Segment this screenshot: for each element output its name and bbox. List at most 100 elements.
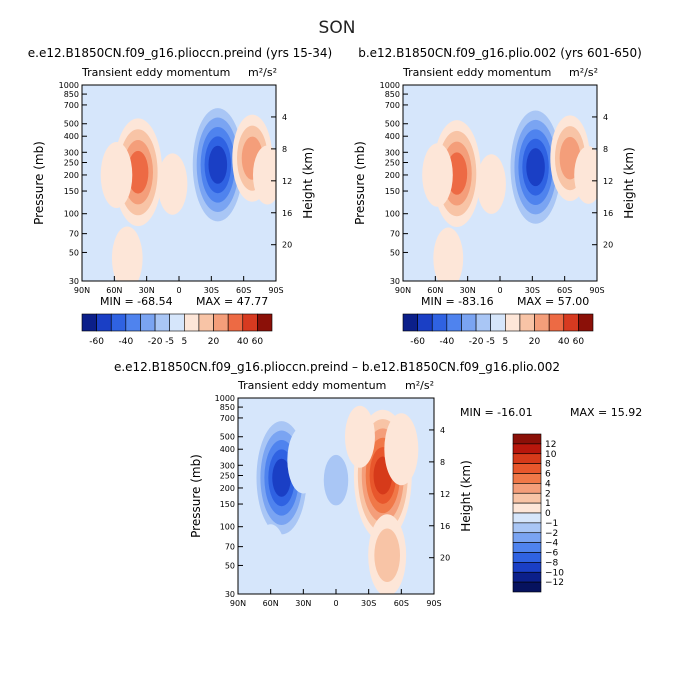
colorbar-swatch — [169, 313, 185, 332]
colorbar-swatch — [512, 581, 542, 593]
panel-1-subtitle: Transient eddy momentum — [81, 66, 230, 79]
colorbar-label: 40 — [237, 337, 249, 347]
x-tick-label: 30N — [295, 599, 311, 608]
x-tick-label: 30S — [525, 286, 540, 295]
colorbar-label: -60 — [410, 337, 425, 347]
colorbar-swatch — [512, 492, 542, 504]
panel-2-subtitle: Transient eddy momentum — [402, 66, 551, 79]
x-tick-label: 60N — [263, 599, 279, 608]
colorbar-swatch — [512, 562, 542, 573]
panel-2: b.e12.B1850CN.f09_g16.plio.002 (yrs 601-… — [353, 46, 642, 347]
colorbar-label: 0 — [545, 509, 551, 519]
colorbar-swatch — [519, 313, 535, 332]
panel-2-ylabel: Pressure (mb) — [353, 141, 367, 225]
panel-3: e.e12.B1850CN.f09_g16.plioccn.preind – b… — [114, 360, 642, 608]
contour-level — [127, 150, 149, 194]
panel-3-y2label: Height (km) — [459, 460, 473, 531]
y-tick-label: 400 — [385, 132, 400, 141]
y2-tick-label: 12 — [282, 177, 292, 186]
colorbar-swatch — [198, 313, 214, 332]
y-tick-label: 30 — [390, 277, 400, 286]
y-tick-label: 150 — [64, 187, 79, 196]
contour-level — [255, 524, 286, 587]
colorbar-label: 40 — [558, 337, 570, 347]
x-tick-label: 90S — [268, 286, 283, 295]
colorbar-swatch — [402, 313, 418, 332]
colorbar-swatch — [512, 433, 542, 445]
colorbar-swatch — [140, 313, 156, 332]
colorbar-swatch — [578, 313, 594, 332]
colorbar-label: 5 — [502, 337, 508, 347]
panel-3-subtitle: Transient eddy momentum — [237, 379, 386, 392]
y-tick-label: 100 — [220, 523, 235, 532]
x-tick-label: 90N — [74, 286, 90, 295]
panel-2-field — [403, 85, 597, 281]
colorbar-label: -5 — [486, 337, 495, 347]
colorbar-swatch — [505, 313, 521, 332]
panel-1-y2label: Height (km) — [301, 147, 315, 218]
y-tick-label: 50 — [390, 248, 400, 257]
colorbar-swatch — [125, 313, 141, 332]
colorbar-swatch — [154, 313, 170, 332]
panel-3-field — [238, 398, 434, 594]
y2-tick-label: 20 — [603, 241, 613, 250]
y2-tick-label: 16 — [440, 522, 450, 531]
colorbar-label: −4 — [545, 539, 559, 549]
x-tick-label: 0 — [176, 286, 181, 295]
colorbar-swatch — [512, 522, 542, 534]
y2-tick-label: 8 — [603, 145, 608, 154]
x-tick-label: 30S — [361, 599, 376, 608]
panel-1-colorbar: -60 -40 -20 -5 5 20 40 60 — [81, 313, 273, 347]
y-tick-label: 850 — [385, 90, 400, 99]
colorbar-label: 1 — [545, 499, 551, 509]
x-tick-label: 60S — [557, 286, 572, 295]
y-tick-label: 70 — [390, 230, 400, 239]
colorbar-label: -60 — [89, 337, 104, 347]
y-tick-label: 50 — [69, 248, 79, 257]
colorbar-label: -20 — [148, 337, 163, 347]
y2-tick-label: 4 — [440, 426, 445, 435]
contour-level — [100, 141, 133, 208]
contour-level — [111, 226, 143, 281]
colorbar-label: 8 — [545, 460, 551, 470]
colorbar-swatch — [431, 313, 448, 332]
y-tick-label: 1000 — [380, 81, 400, 90]
contour-level — [526, 148, 545, 187]
x-tick-label: 60S — [394, 599, 409, 608]
y-tick-label: 300 — [64, 148, 79, 157]
x-tick-label: 60N — [427, 286, 443, 295]
colorbar-swatch — [475, 313, 491, 332]
colorbar-label: −10 — [545, 568, 564, 578]
colorbar-swatch — [417, 313, 433, 332]
y-tick-label: 50 — [225, 561, 235, 570]
x-tick-label: 60N — [106, 286, 122, 295]
y-tick-label: 1000 — [59, 81, 79, 90]
contour-level — [272, 458, 291, 497]
contour-level — [323, 454, 349, 506]
x-tick-label: 90S — [426, 599, 441, 608]
colorbar-swatch — [512, 532, 542, 543]
colorbar-label: 20 — [208, 337, 220, 347]
colorbar-swatch — [512, 453, 542, 464]
contour-level — [203, 230, 237, 281]
panel-1-max: MAX = 47.77 — [196, 295, 268, 308]
colorbar-label: 20 — [529, 337, 541, 347]
x-tick-label: 30N — [139, 286, 155, 295]
y2-tick-label: 4 — [603, 113, 608, 122]
colorbar-label: -40 — [118, 337, 133, 347]
panel-2-min: MIN = -83.16 — [421, 295, 494, 308]
y-tick-label: 700 — [64, 101, 79, 110]
colorbar-swatch — [96, 313, 112, 332]
colorbar-swatch — [81, 313, 97, 332]
y-tick-label: 70 — [225, 543, 235, 552]
panel-2-title: b.e12.B1850CN.f09_g16.plio.002 (yrs 601-… — [358, 46, 642, 60]
y-tick-label: 250 — [64, 158, 79, 167]
contour-level — [521, 232, 556, 281]
y2-tick-label: 12 — [440, 490, 450, 499]
y-tick-label: 850 — [220, 403, 235, 412]
panel-3-max: MAX = 15.92 — [570, 406, 642, 419]
y-tick-label: 850 — [64, 90, 79, 99]
contour-level — [384, 413, 419, 486]
